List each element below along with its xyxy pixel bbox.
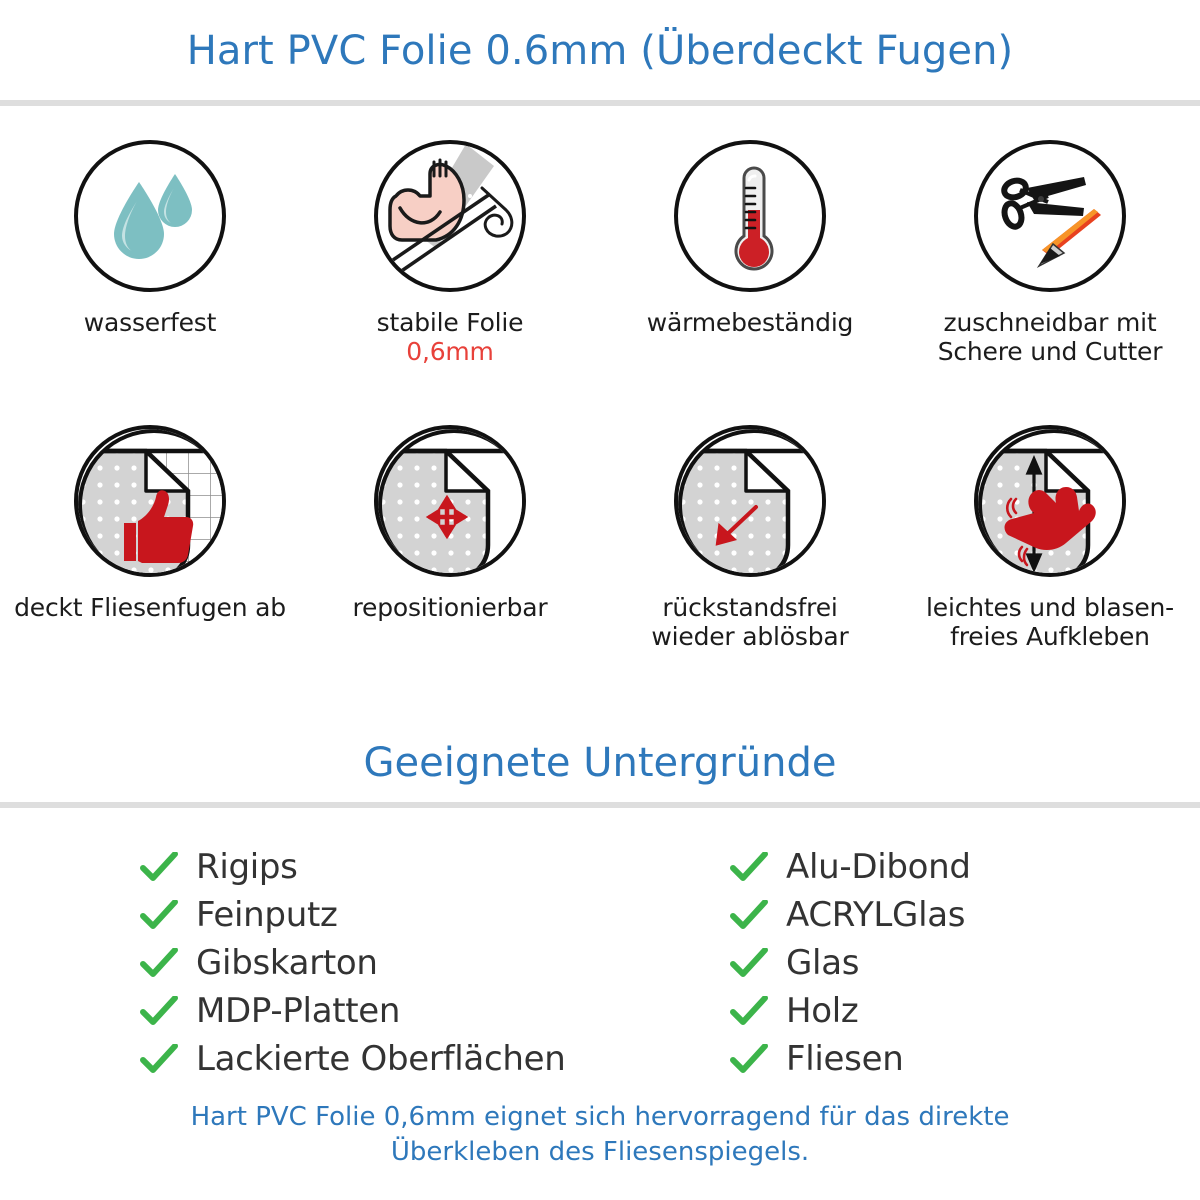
list-item-label: ACRYLGlas bbox=[786, 895, 966, 935]
feature-label-line2: Schere und Cutter bbox=[937, 337, 1163, 366]
thumbs-up-film-icon bbox=[74, 425, 226, 577]
feature-waermebestaendig: wärmebeständig bbox=[600, 140, 900, 366]
feature-grid: wasserfest bbox=[0, 140, 1200, 700]
section-header: Geeignete Untergründe bbox=[0, 740, 1200, 786]
feature-label-line2: freies Aufkleben bbox=[950, 622, 1150, 651]
flexed-biceps-icon bbox=[374, 140, 526, 292]
water-drops-icon bbox=[74, 140, 226, 292]
check-mark-icon bbox=[730, 995, 768, 1026]
peel-arrow-icon bbox=[674, 425, 826, 577]
feature-label-line1: leichtes und blasen- bbox=[926, 593, 1174, 622]
feature-label-thickness: 0,6mm bbox=[406, 337, 494, 366]
page-title: Hart PVC Folie 0.6mm (Überdeckt Fugen) bbox=[186, 28, 1014, 74]
feature-label: zuschneidbar mit Schere und Cutter bbox=[938, 308, 1163, 366]
list-item: Feinputz bbox=[140, 893, 610, 937]
check-mark-icon bbox=[140, 899, 178, 930]
feature-label-line1: rückstandsfrei bbox=[662, 593, 838, 622]
footer-note: Hart PVC Folie 0,6mm eignet sich hervorr… bbox=[0, 1100, 1200, 1170]
header: Hart PVC Folie 0.6mm (Überdeckt Fugen) bbox=[0, 28, 1200, 74]
feature-zuschneidbar: zuschneidbar mit Schere und Cutter bbox=[900, 140, 1200, 366]
list-item: ACRYLGlas bbox=[730, 893, 1060, 937]
four-way-arrow-icon bbox=[374, 425, 526, 577]
list-item-label: Lackierte Oberflächen bbox=[196, 1039, 566, 1079]
list-item: Lackierte Oberflächen bbox=[140, 1037, 610, 1081]
list-item-label: Alu-Dibond bbox=[786, 847, 971, 887]
list-item-label: MDP-Platten bbox=[196, 991, 401, 1031]
list-item-label: Gibskarton bbox=[196, 943, 378, 983]
check-mark-icon bbox=[730, 947, 768, 978]
list-item-label: Fliesen bbox=[786, 1039, 904, 1079]
feature-label: stabile Folie 0,6mm bbox=[377, 308, 524, 366]
footer-line-1: Hart PVC Folie 0,6mm eignet sich hervorr… bbox=[190, 1102, 1010, 1132]
feature-rueckstandsfrei: rückstandsfrei wieder ablösbar bbox=[600, 425, 900, 651]
feature-blasenfrei: leichtes und blasen- freies Aufkleben bbox=[900, 425, 1200, 651]
check-mark-icon bbox=[730, 1043, 768, 1074]
feature-label-line2: wieder ablösbar bbox=[651, 622, 849, 651]
feature-label: rückstandsfrei wieder ablösbar bbox=[651, 593, 848, 651]
feature-label-text: stabile Folie bbox=[376, 308, 524, 337]
feature-deckt-fliesenfugen: deckt Fliesenfugen ab bbox=[0, 425, 300, 651]
list-item: Fliesen bbox=[730, 1037, 1060, 1081]
list-item: Holz bbox=[730, 989, 1060, 1033]
feature-stabile-folie: stabile Folie 0,6mm bbox=[300, 140, 600, 366]
check-mark-icon bbox=[140, 995, 178, 1026]
section-title: Geeignete Untergründe bbox=[363, 740, 837, 786]
list-item: Gibskarton bbox=[140, 941, 610, 985]
thermometer-icon bbox=[674, 140, 826, 292]
feature-repositionierbar: repositionierbar bbox=[300, 425, 600, 651]
list-item: MDP-Platten bbox=[140, 989, 610, 1033]
feature-row-2: deckt Fliesenfugen ab bbox=[0, 425, 1200, 651]
check-mark-icon bbox=[730, 899, 768, 930]
feature-label-line1: zuschneidbar mit bbox=[943, 308, 1157, 337]
feature-label: leichtes und blasen- freies Aufkleben bbox=[926, 593, 1174, 651]
feature-label: repositionierbar bbox=[352, 593, 548, 622]
feature-wasserfest: wasserfest bbox=[0, 140, 300, 366]
list-item: Glas bbox=[730, 941, 1060, 985]
feature-label: deckt Fliesenfugen ab bbox=[14, 593, 286, 622]
hand-smoothing-icon bbox=[974, 425, 1126, 577]
list-item: Alu-Dibond bbox=[730, 845, 1060, 889]
divider-top bbox=[0, 100, 1200, 106]
list-item-label: Holz bbox=[786, 991, 859, 1031]
checklist-column-right: Alu-Dibond ACRYLGlas Glas Holz bbox=[730, 845, 1060, 1081]
feature-label: wasserfest bbox=[83, 308, 217, 337]
footer-line-2: Überkleben des Fliesenspiegels. bbox=[390, 1137, 810, 1168]
check-mark-icon bbox=[140, 1043, 178, 1074]
list-item-label: Rigips bbox=[196, 847, 298, 887]
scissors-cutter-icon bbox=[974, 140, 1126, 292]
checklist-column-left: Rigips Feinputz Gibskarton MDP-Platten bbox=[140, 845, 610, 1081]
feature-row-1: wasserfest bbox=[0, 140, 1200, 366]
feature-label: wärmebeständig bbox=[646, 308, 854, 337]
list-item: Rigips bbox=[140, 845, 610, 889]
list-item-label: Glas bbox=[786, 943, 860, 983]
substrate-checklist: Rigips Feinputz Gibskarton MDP-Platten bbox=[0, 845, 1200, 1081]
check-mark-icon bbox=[140, 851, 178, 882]
check-mark-icon bbox=[140, 947, 178, 978]
list-item-label: Feinputz bbox=[196, 895, 338, 935]
check-mark-icon bbox=[730, 851, 768, 882]
divider-middle bbox=[0, 802, 1200, 808]
